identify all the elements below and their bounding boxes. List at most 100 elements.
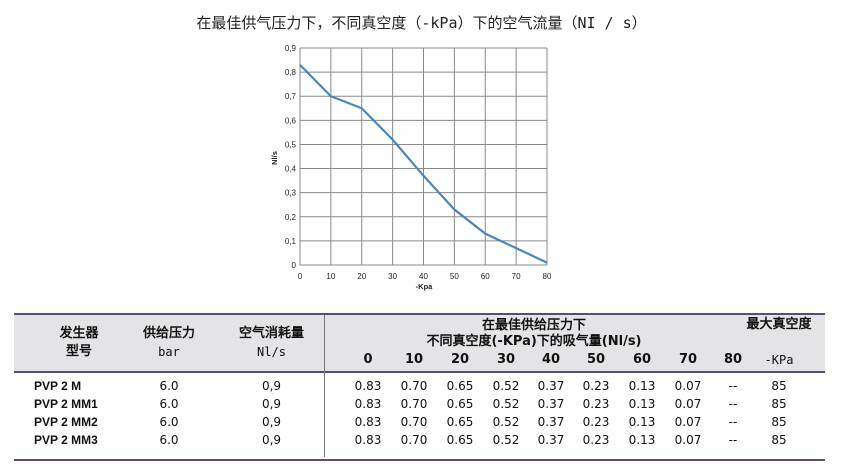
header-max-vacuum: 最大真空度 [729,316,829,334]
row-flow-value: 0.23 [582,379,610,393]
header-vacuum-level: 0 [363,352,373,367]
row-flow-value: 0.23 [582,433,610,447]
row-flow-value: 0.52 [492,433,520,447]
y-tick-label: 0,4 [285,165,297,174]
x-tick-label: 30 [388,272,397,281]
row-max-vacuum: 85 [771,415,787,429]
header-generator-label: 发生器 [59,326,99,341]
row-flow-value: 0.65 [446,433,474,447]
row-flow-value: 0.83 [354,379,382,393]
table-row: PVP 2 MM2 6.0 0,9 0.83 0.70 0.65 0.52 0.37 0.23 0… [14,413,825,431]
table-row: PVP 2 M 6.0 0,9 0.83 0.70 0.65 0.52 0.37 0.23 0.1… [14,377,825,395]
row-flow-value: 0.70 [400,397,428,411]
header-generator: 发生器 型号 [24,325,134,361]
y-tick-label: 0,7 [285,92,297,101]
table-row: PVP 2 MM1 6.0 0,9 0.83 0.70 0.65 0.52 0.37 0.23 0… [14,395,825,413]
row-flow-value: 0.52 [492,379,520,393]
header-pressure: 供给压力 bar [119,325,219,361]
y-tick-label: 0,9 [285,44,297,53]
header-vacuum-level: 30 [496,352,516,367]
x-axis-ticks: 0 10 20 30 40 50 60 70 80 [298,272,552,281]
y-tick-label: 0,8 [285,68,297,77]
header-pressure-label: 供给压力 [142,326,195,341]
row-flow-value: 0.70 [400,379,428,393]
table-header: 发生器 型号 供给压力 bar 空气消耗量 Nl/s 在最佳供给压力下 不同真空… [14,315,825,373]
header-flow: 在最佳供给压力下 不同真空度(-KPa)下的吸气量(Nl/s) [344,318,724,350]
y-tick-label: 0,2 [285,213,297,222]
header-vacuum-level: 60 [632,352,652,367]
header-flow-title-2: 不同真空度(-KPa)下的吸气量(Nl/s) [426,334,642,349]
row-flow-value: 0.65 [446,415,474,429]
row-flow-value: 0.07 [674,397,702,411]
y-axis-label: Nl/s [270,151,279,165]
row-consumption: 0,9 [261,397,282,411]
header-vacuum-level: 40 [541,352,561,367]
row-pressure: 6.0 [159,397,179,411]
row-flow-value: 0.07 [674,415,702,429]
header-max-vacuum-label: 最大真空度 [746,317,812,332]
row-flow-value: 0.83 [354,415,382,429]
row-flow-value: 0.23 [582,397,610,411]
row-flow-value: 0.70 [400,433,428,447]
row-consumption: 0,9 [261,433,282,447]
row-consumption: 0,9 [261,379,282,393]
header-pressure-unit: bar [158,345,180,359]
x-tick-label: 0 [298,272,303,281]
row-pressure: 6.0 [159,433,179,447]
header-flow-title-1: 在最佳供给压力下 [481,318,586,333]
y-tick-label: 0,3 [285,189,297,198]
row-max-vacuum: 85 [771,379,787,393]
x-tick-label: 80 [543,272,552,281]
x-tick-label: 10 [326,272,335,281]
header-vacuum-level: 80 [723,352,743,367]
row-flow-value: 0.37 [537,397,565,411]
y-tick-label: 0,5 [285,140,297,149]
x-tick-label: 40 [419,272,428,281]
chart-grid [299,47,548,266]
row-flow-value: 0.52 [492,397,520,411]
row-flow-value: 0.07 [674,433,702,447]
row-max-vacuum: 85 [771,433,787,447]
row-flow-value: -- [728,397,738,411]
row-flow-value: 0.65 [446,379,474,393]
row-flow-value: 0.13 [628,415,656,429]
row-flow-value: 0.13 [628,433,656,447]
row-flow-value: 0.70 [400,415,428,429]
header-vacuum-level: 70 [678,352,698,367]
header-consumption-unit: Nl/s [257,345,286,359]
row-flow-value: 0.37 [537,433,565,447]
table-divider [324,315,325,457]
row-flow-value: 0.83 [354,397,382,411]
row-flow-value: -- [728,379,738,393]
row-flow-value: 0.13 [628,379,656,393]
header-consumption: 空气消耗量 Nl/s [219,325,324,361]
header-max-vacuum-unit: -KPa [764,353,794,367]
row-flow-value: 0.07 [674,379,702,393]
y-tick-label: 0,1 [285,237,297,246]
spec-table: 发生器 型号 供给压力 bar 空气消耗量 Nl/s 在最佳供给压力下 不同真空… [14,313,825,461]
y-tick-label: 0 [292,261,297,270]
header-model-label: 型号 [65,344,92,359]
row-flow-value: 0.83 [354,433,382,447]
header-consumption-label: 空气消耗量 [238,326,304,341]
row-max-vacuum: 85 [771,397,787,411]
table-row: PVP 2 MM3 6.0 0,9 0.83 0.70 0.65 0.52 0.37 0.23 0… [14,431,825,449]
flow-chart: 0 0,1 0,2 0,3 0,4 0,5 0,6 0,7 0,8 0,9 0 10 20 30 40 50… [270,44,552,291]
row-flow-value: -- [728,415,738,429]
row-flow-value: 0.65 [446,397,474,411]
x-axis-label: -Kpa [416,282,433,291]
row-flow-value: 0.37 [537,379,565,393]
row-model: PVP 2 MM1 [34,397,98,411]
row-flow-value: -- [728,433,738,447]
row-model: PVP 2 MM3 [34,433,98,447]
x-tick-label: 20 [357,272,366,281]
row-model: PVP 2 MM2 [34,415,98,429]
series-line [299,64,548,264]
row-model: PVP 2 M [34,379,82,393]
row-flow-value: 0.37 [537,415,565,429]
row-flow-value: 0.52 [492,415,520,429]
row-flow-value: 0.23 [582,415,610,429]
header-vacuum-level: 20 [450,352,470,367]
row-flow-value: 0.13 [628,397,656,411]
y-axis-ticks: 0 0,1 0,2 0,3 0,4 0,5 0,6 0,7 0,8 0,9 [285,44,297,270]
